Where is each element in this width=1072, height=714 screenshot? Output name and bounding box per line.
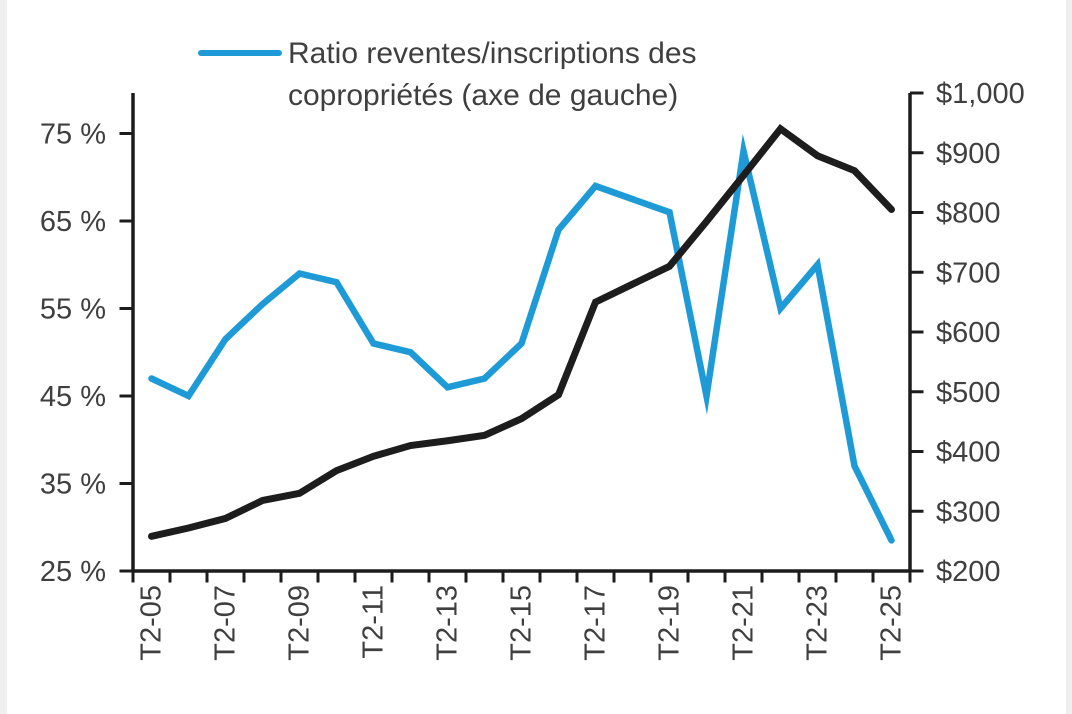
x-axis-tick-label: T2-09: [284, 585, 316, 661]
left-axis-tick-label: 35 %: [40, 469, 106, 501]
x-axis-tick-label: T2-19: [654, 585, 686, 661]
x-axis-tick-label: T2-11: [358, 585, 390, 659]
right-axis-tick-label: $600: [936, 317, 1001, 349]
right-axis-tick-label: $700: [936, 257, 1001, 289]
right-axis-tick-label: $300: [936, 496, 1001, 528]
left-axis-tick-label: 65 %: [40, 206, 106, 238]
x-axis-tick-label: T2-21: [728, 585, 760, 661]
x-axis-tick-label: T2-25: [876, 585, 908, 661]
right-axis-tick-label: $500: [936, 377, 1001, 409]
right-axis-tick-label: $400: [936, 437, 1001, 469]
price-line-series: [148, 124, 895, 540]
page-edge-left: [0, 0, 7, 714]
page-edge-right: [1066, 0, 1072, 714]
x-axis-tick-label: T2-07: [210, 585, 242, 661]
left-axis-tick-label: 55 %: [40, 294, 106, 326]
x-axis-tick-label: T2-23: [802, 585, 834, 661]
x-axis-tick-label: T2-05: [136, 585, 168, 661]
x-axis-tick-label: T2-17: [580, 585, 612, 661]
right-axis-tick-label: $1,000: [936, 78, 1025, 110]
left-axis-tick-label: 75 %: [40, 119, 106, 151]
right-axis-tick-label: $800: [936, 198, 1001, 230]
x-axis-tick-label: T2-15: [506, 585, 538, 661]
ratio-line-series: [148, 133, 895, 544]
right-axis-tick-label: $200: [936, 556, 1001, 588]
x-axis-tick-label: T2-13: [432, 585, 464, 661]
left-axis-tick-label: 25 %: [40, 556, 106, 588]
right-axis-tick-label: $900: [936, 138, 1001, 170]
left-axis-tick-label: 45 %: [40, 381, 106, 413]
